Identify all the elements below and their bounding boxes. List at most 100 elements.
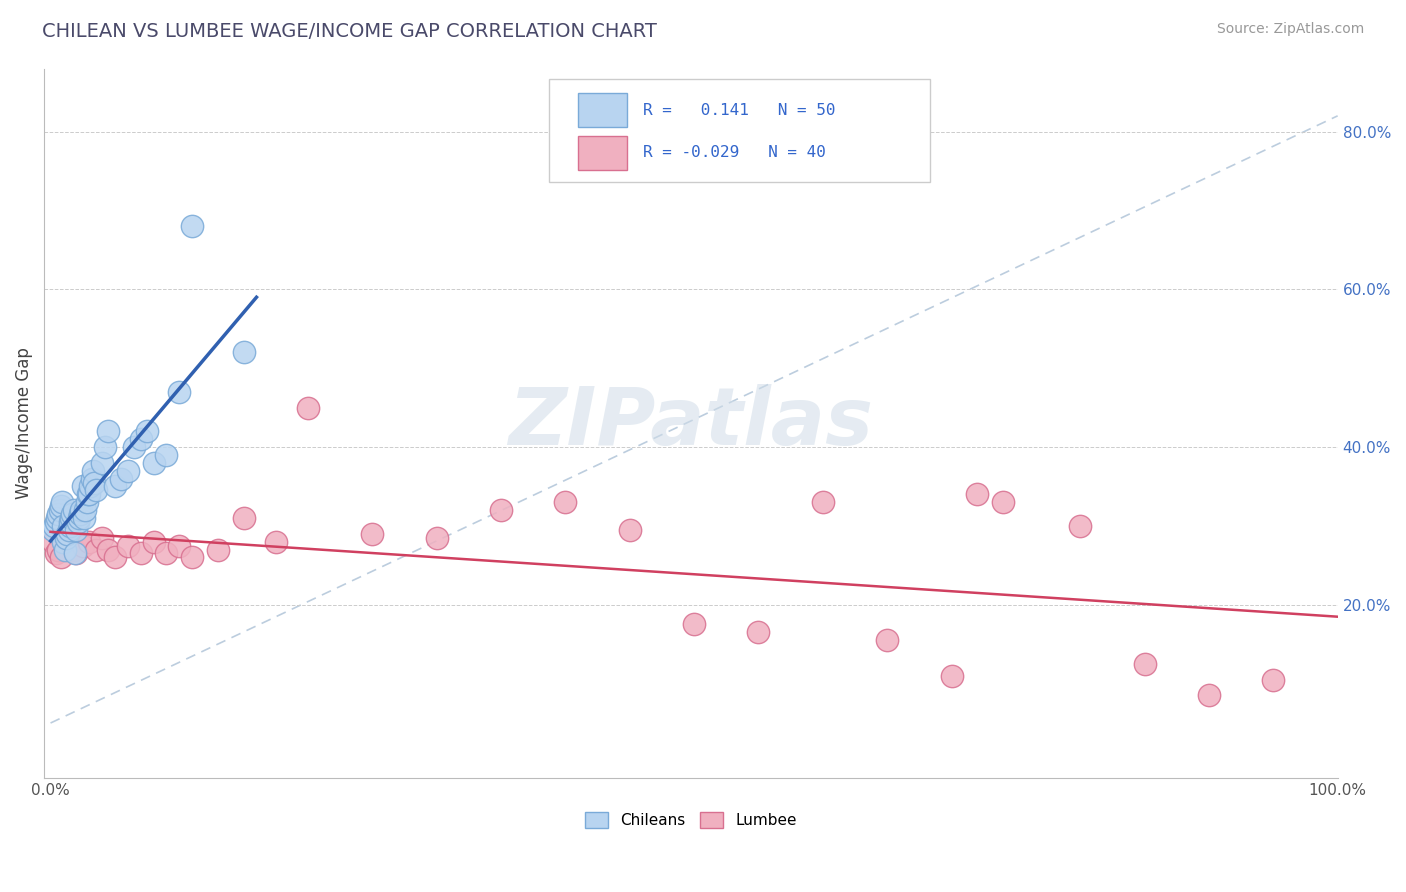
Point (49, 550, 72, 565)
Point (52, 519, 75, 533)
Point (142, 456, 165, 470)
Point (1263, 673, 1285, 687)
Point (297, 401, 319, 415)
Point (53, 542, 76, 557)
Text: Source: ZipAtlas.com: Source: ZipAtlas.com (1216, 22, 1364, 37)
Point (66, 515, 89, 529)
Point (426, 531, 449, 545)
Point (181, 550, 204, 565)
Point (104, 550, 127, 565)
Point (62, 507, 84, 521)
Point (110, 472, 132, 486)
Y-axis label: Wage/Income Gap: Wage/Income Gap (15, 348, 32, 500)
Point (59, 515, 82, 529)
Point (46, 511, 69, 525)
Point (73, 511, 96, 525)
Point (51, 495, 73, 509)
Text: R =   0.141   N = 50: R = 0.141 N = 50 (643, 103, 835, 118)
Point (167, 539, 190, 553)
Point (554, 495, 576, 509)
Point (181, 219, 204, 234)
Point (91, 531, 114, 545)
Point (619, 523, 641, 537)
Point (97, 424, 120, 438)
Point (83, 475, 105, 490)
Legend: Chileans, Lumbee: Chileans, Lumbee (579, 806, 803, 834)
Point (76, 487, 98, 501)
Point (97, 542, 120, 557)
Point (45, 515, 67, 529)
Text: ZIPatlas: ZIPatlas (509, 384, 873, 462)
Point (683, 617, 706, 632)
Point (207, 542, 229, 557)
Point (811, 495, 834, 509)
Point (167, 384, 190, 399)
Point (44, 519, 66, 533)
Point (941, 669, 963, 683)
Point (232, 345, 254, 359)
Point (117, 539, 139, 553)
Point (82, 464, 104, 478)
Point (52, 534, 75, 549)
FancyBboxPatch shape (548, 79, 931, 182)
Point (876, 633, 898, 648)
Point (62, 542, 84, 557)
Point (55, 531, 77, 545)
Point (60, 511, 83, 525)
Text: CHILEAN VS LUMBEE WAGE/INCOME GAP CORRELATION CHART: CHILEAN VS LUMBEE WAGE/INCOME GAP CORREL… (42, 22, 657, 41)
Point (59, 534, 82, 549)
Point (264, 534, 287, 549)
Point (79, 479, 101, 493)
Point (75, 503, 97, 517)
Point (76, 495, 98, 509)
Point (84, 483, 107, 498)
Point (136, 424, 159, 438)
Point (46, 507, 69, 521)
Point (489, 503, 512, 517)
Point (1133, 657, 1156, 671)
Point (55, 523, 77, 537)
Point (59, 519, 82, 533)
Point (1069, 519, 1091, 533)
Point (48, 503, 70, 517)
Point (58, 523, 80, 537)
Point (93, 440, 115, 454)
Point (42, 523, 65, 537)
Point (65, 523, 87, 537)
Text: R = -0.029   N = 40: R = -0.029 N = 40 (643, 145, 825, 161)
Point (65, 546, 87, 560)
Point (46, 542, 69, 557)
Point (104, 479, 127, 493)
Point (1198, 689, 1220, 703)
Point (45, 546, 67, 560)
Point (63, 546, 86, 560)
Point (62, 503, 84, 517)
Point (70, 503, 93, 517)
Point (747, 625, 769, 640)
Point (49, 499, 72, 513)
Point (56, 526, 79, 541)
Point (72, 539, 94, 553)
Point (42, 534, 65, 549)
Point (69, 507, 91, 521)
Bar (578, 136, 627, 170)
Point (80, 472, 103, 486)
Point (91, 456, 114, 470)
Point (67, 511, 90, 525)
Point (142, 534, 165, 549)
Point (72, 479, 94, 493)
Point (77, 487, 100, 501)
Point (155, 448, 177, 462)
Point (129, 432, 152, 446)
Point (232, 511, 254, 525)
Bar (578, 94, 627, 128)
Point (122, 440, 145, 454)
Point (966, 487, 988, 501)
Point (991, 495, 1014, 509)
Point (84, 542, 107, 557)
Point (361, 526, 384, 541)
Point (77, 534, 100, 549)
Point (155, 546, 177, 560)
Point (129, 546, 152, 560)
Point (117, 464, 139, 478)
